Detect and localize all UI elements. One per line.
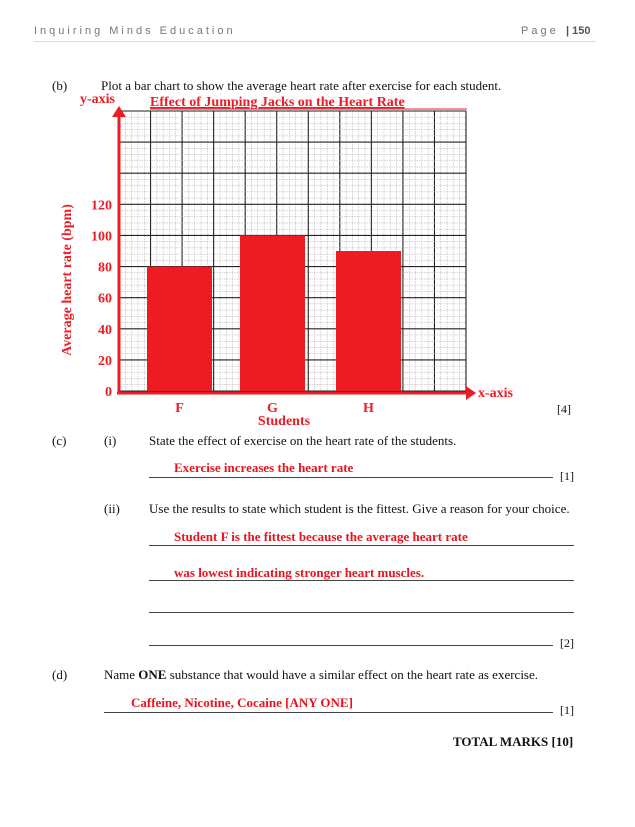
header-divider [34,41,596,42]
y-axis-tag: y-axis [80,92,116,107]
y-axis-label: Average heart rate (bpm) [60,204,75,356]
bar-G [240,235,305,391]
part-b-question: Plot a bar chart to show the average hea… [101,78,502,93]
part-c-i-label: (i) [104,433,117,448]
answer-line [149,612,574,613]
part-c-ii-question: Use the results to state which student i… [149,501,570,516]
answer-line [149,645,553,646]
y-tick-label: 80 [98,261,112,276]
part-d-marks: [1] [560,703,574,717]
part-c-i-question: State the effect of exercise on the hear… [149,433,457,448]
part-c-ii-answer-1: Student F is the fittest because the ave… [174,529,468,544]
header-page-number: | 150 [566,25,591,37]
part-d-label: (d) [52,667,68,682]
question-text: substance that would have a similar effe… [166,667,539,682]
x-axis-arrow-icon [466,386,476,400]
y-tick-label: 120 [91,198,112,213]
question-text: Name [104,667,139,682]
answer-line [149,477,553,478]
y-tick-label: 40 [98,323,112,338]
y-tick-label: 60 [98,292,112,307]
y-tick-label: 20 [98,354,112,369]
x-tick-label: F [175,401,184,416]
x-tick-label: H [363,401,374,416]
y-tick-label: 100 [91,229,112,244]
part-c-ii-answer-2: was lowest indicating stronger heart mus… [174,565,425,580]
part-d-question: Name ONE substance that would have a sim… [104,667,538,683]
header-org: Inquiring Minds Education [34,25,236,37]
x-tick-label: G [267,401,278,416]
chart-title: Effect of Jumping Jacks on the Heart Rat… [150,95,405,110]
total-marks: TOTAL MARKS [10] [453,734,574,749]
part-d-answer: Caffeine, Nicotine, Cocaine [ANY ONE] [131,695,353,710]
y-axis-arrow-icon [112,106,126,117]
part-c-ii-marks: [2] [560,636,574,650]
answer-line [104,712,553,713]
bar-H [336,251,401,391]
bar-chart: F G H 0 20 40 60 80 100 120 x-axis y-axis Effect of … [60,92,514,429]
part-c-ii-label: (ii) [104,501,120,516]
x-axis-label: Students [258,414,311,429]
part-b-label: (b) [52,78,68,93]
part-c-i-marks: [1] [560,469,574,483]
header-page-label: Page [521,25,559,37]
answer-line [149,545,574,546]
part-c-label: (c) [52,433,67,448]
part-b-marks: [4] [557,402,571,416]
x-axis-tag: x-axis [478,386,514,401]
question-emphasis: ONE [138,667,167,682]
y-tick-label: 0 [105,385,112,400]
bar-F [147,266,212,391]
answer-line [149,580,574,581]
part-c-i-answer: Exercise increases the heart rate [174,460,354,475]
